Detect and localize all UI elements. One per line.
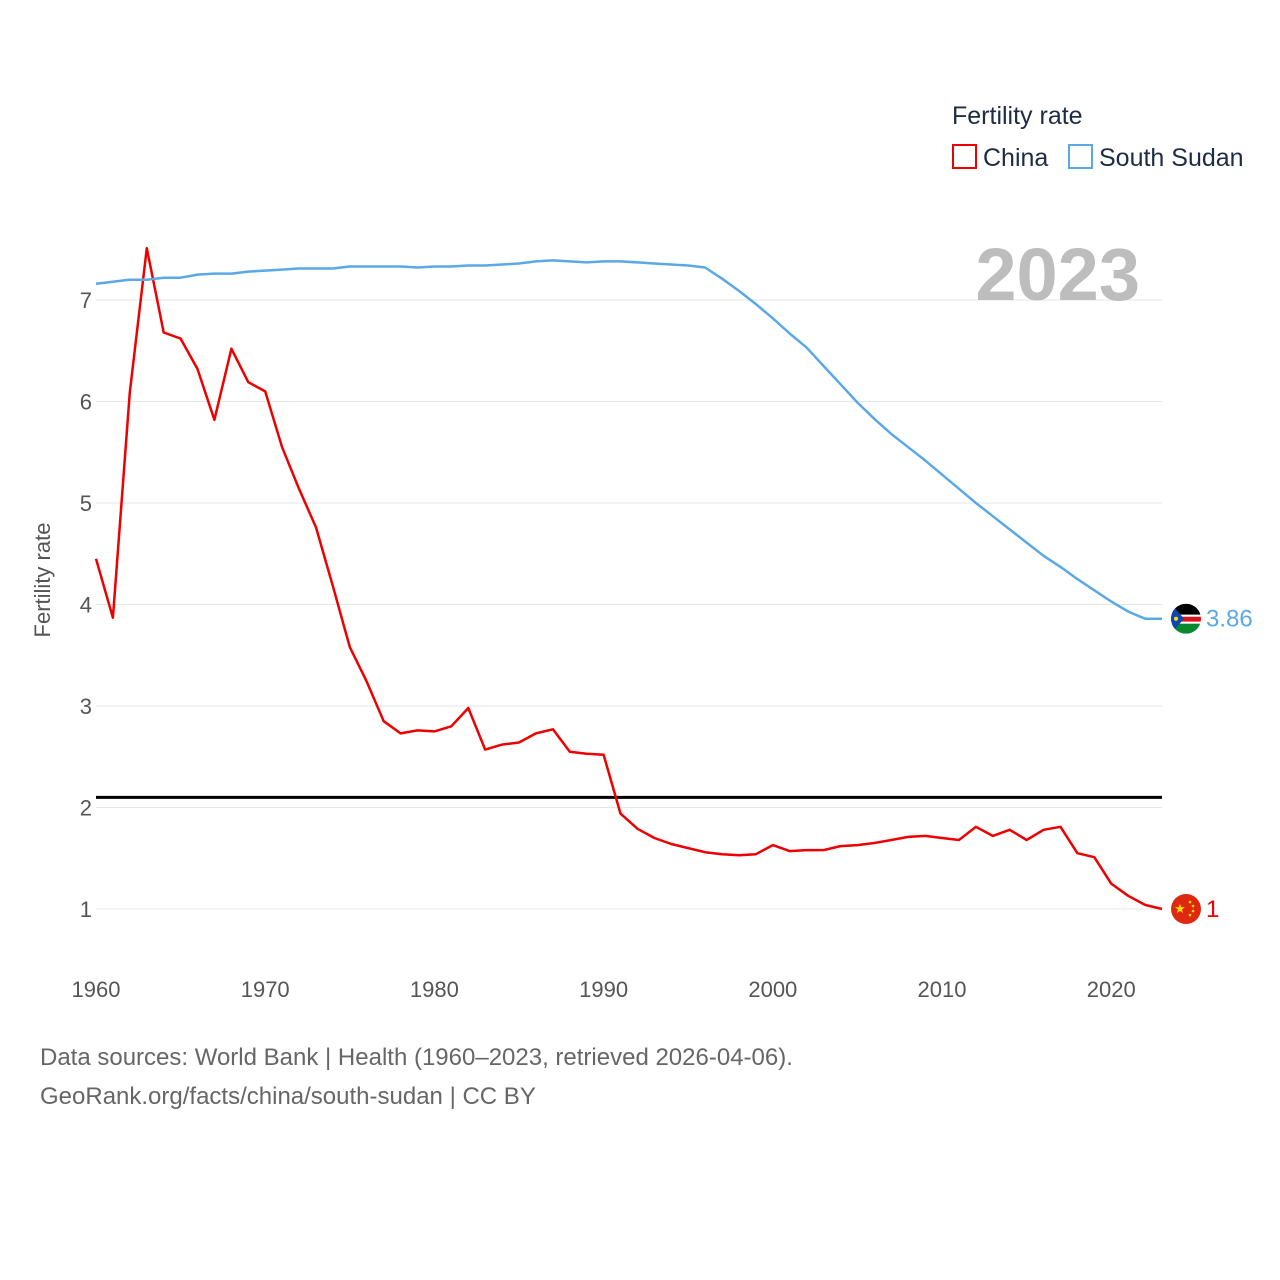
- y-tick-label-5: 5: [80, 491, 92, 516]
- series-lines: [94, 246, 1163, 911]
- y-tick-label-7: 7: [80, 288, 92, 313]
- end-markers: ★ 1 3.86: [1171, 603, 1253, 924]
- y-tick-label-1: 1: [80, 897, 92, 922]
- china-flag-icon: ★: [1171, 894, 1201, 924]
- x-tick-label-2010: 2010: [918, 977, 967, 1002]
- y-tick-label-2: 2: [80, 796, 92, 821]
- svg-text:★: ★: [1174, 902, 1186, 917]
- gridlines: [96, 299, 1162, 910]
- y-tick-label-6: 6: [80, 390, 92, 415]
- footer-sources: Data sources: World Bank | Health (1960–…: [40, 1044, 793, 1071]
- south-sudan-flag-icon: [1171, 603, 1201, 634]
- x-tick-label-1970: 1970: [241, 977, 290, 1002]
- series-line-south-sudan[interactable]: [95, 259, 1162, 620]
- y-axis-title: Fertility rate: [30, 523, 55, 638]
- x-axis-ticks: 1960 1970 1980 1990 2000 2010 2020: [72, 977, 1136, 1002]
- y-axis-ticks: 1 2 3 4 5 6 7: [80, 288, 92, 922]
- x-tick-label-2000: 2000: [748, 977, 797, 1002]
- legend-item-china[interactable]: China: [952, 144, 1048, 172]
- x-tick-label-1960: 1960: [72, 977, 121, 1002]
- legend-label-china: China: [983, 144, 1048, 172]
- end-label-south-sudan: 3.86: [1206, 606, 1253, 633]
- end-label-china: 1: [1206, 896, 1219, 923]
- x-tick-label-1990: 1990: [579, 977, 628, 1002]
- legend-item-south-sudan[interactable]: South Sudan: [1068, 144, 1244, 172]
- footer-link[interactable]: GeoRank.org/facts/china/south-sudan | CC…: [40, 1083, 536, 1110]
- series-line-china[interactable]: [94, 246, 1163, 911]
- legend: Fertility rate China South Sudan: [952, 102, 1244, 172]
- legend-title: Fertility rate: [952, 102, 1083, 130]
- legend-label-south-sudan: South Sudan: [1099, 144, 1244, 172]
- x-tick-label-2020: 2020: [1087, 977, 1136, 1002]
- legend-swatch-south-sudan: [1068, 144, 1093, 169]
- year-overlay: 2023: [975, 233, 1140, 316]
- legend-swatch-china: [952, 144, 977, 169]
- fertility-chart: 1 2 3 4 5 6 7 1960 1970 1980 1990 2000 2010 2020 Fer…: [30, 102, 1253, 1002]
- x-tick-label-1980: 1980: [410, 977, 459, 1002]
- y-tick-label-4: 4: [80, 593, 92, 618]
- y-tick-label-3: 3: [80, 694, 92, 719]
